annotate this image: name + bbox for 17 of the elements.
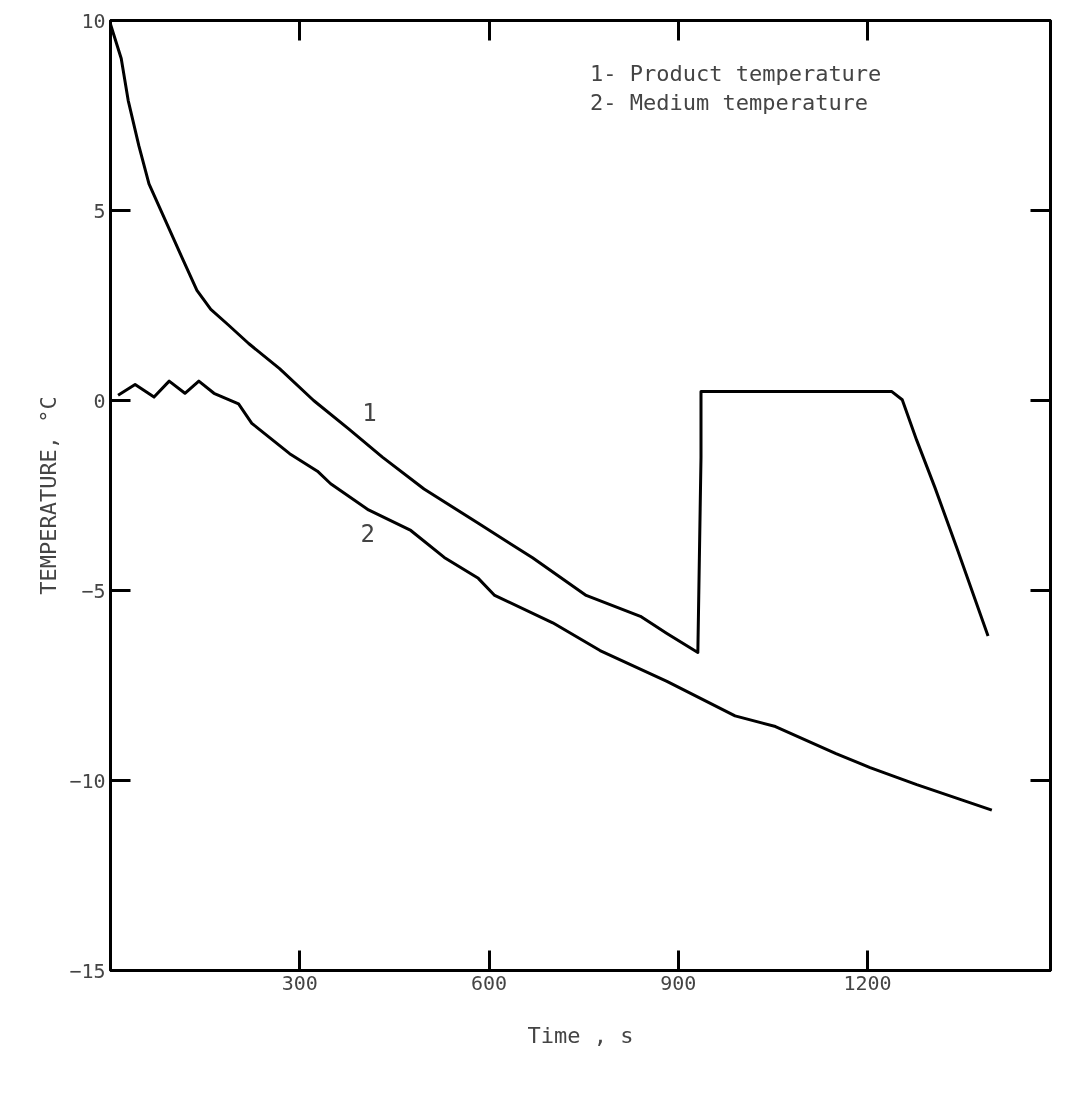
y-tick-label: 10 (81, 8, 106, 33)
annotation: 1 (362, 398, 377, 427)
x-tick-label: 300 (281, 970, 318, 995)
line-series (116, 379, 994, 812)
y-tick-label: −10 (69, 768, 106, 793)
y-tick-label: 0 (93, 388, 106, 413)
y-tick-label: −15 (69, 958, 106, 983)
y-axis-title: TEMPERATURE, °C (36, 396, 62, 595)
annotation: 2 (360, 519, 375, 548)
annotation: 1- Product temperature (589, 61, 882, 87)
x-tick-label: 900 (660, 970, 697, 995)
y-tick-label: 5 (93, 198, 106, 223)
x-tick-label: 600 (470, 970, 508, 995)
annotation: 2- Medium temperature (589, 89, 869, 115)
x-axis-title: Time , s (527, 1022, 634, 1048)
x-tick-label: 1200 (843, 970, 892, 995)
y-tick-label: −5 (81, 578, 106, 603)
